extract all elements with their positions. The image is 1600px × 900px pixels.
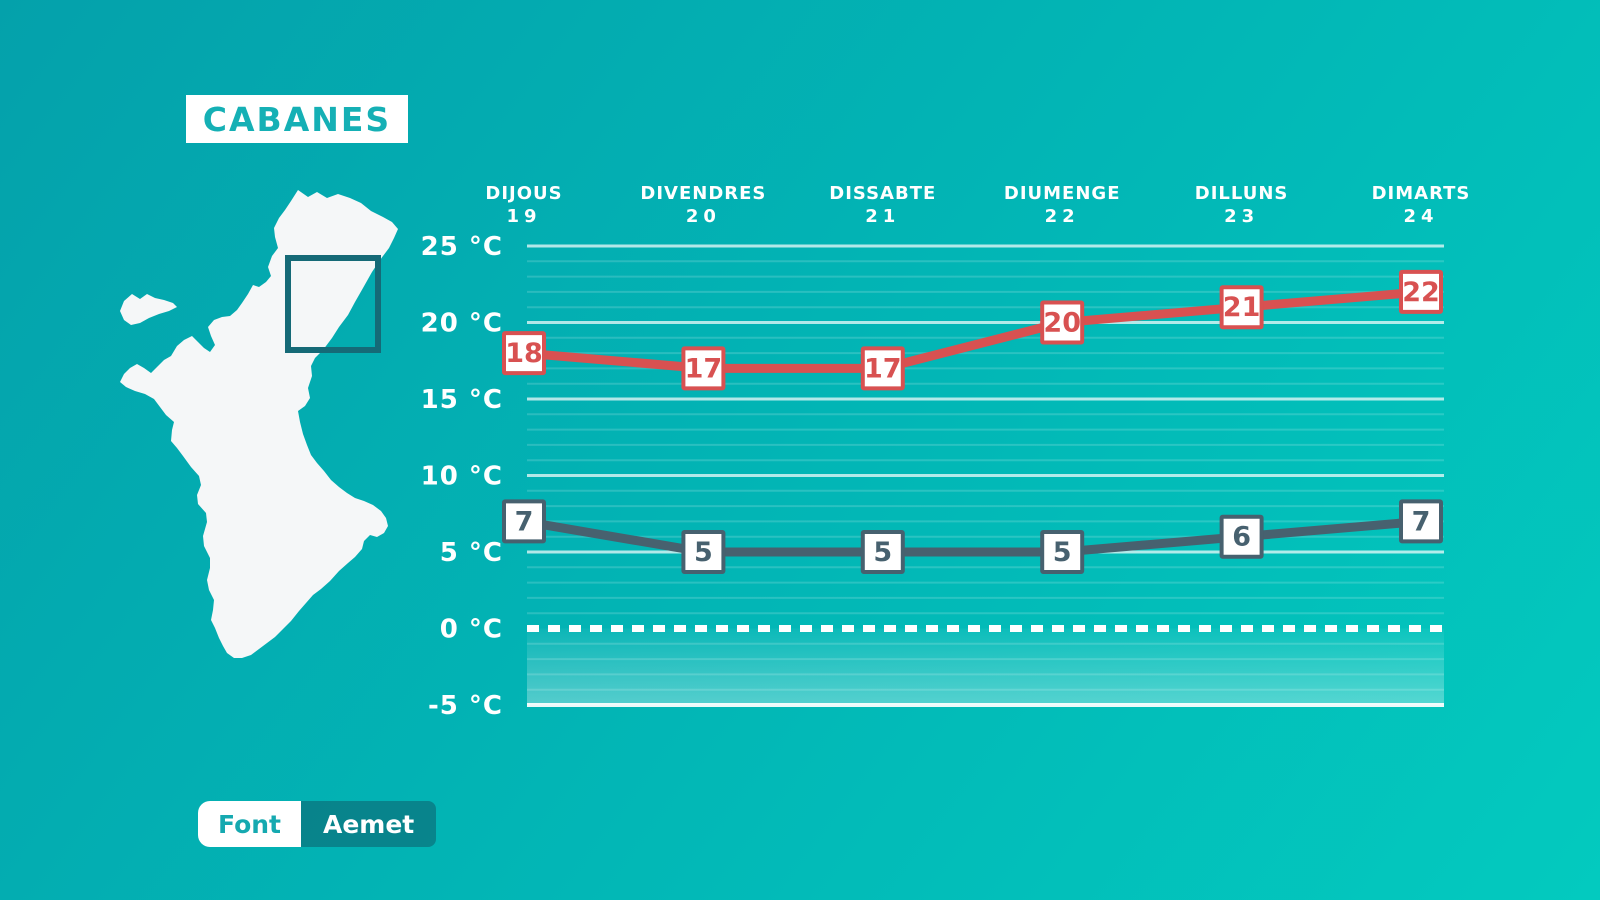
- day-label: DIMARTS: [1372, 183, 1471, 204]
- min-temperature-value-box: [1219, 514, 1264, 559]
- min-temperature-value: 5: [1053, 537, 1072, 568]
- region-map: [120, 190, 398, 658]
- location-title-box: CABANES: [186, 95, 408, 143]
- min-temperature-value: 5: [694, 537, 713, 568]
- max-temperature-value-box: [1040, 300, 1085, 345]
- min-temperature-value-box: [860, 530, 905, 574]
- source-value: Aemet: [301, 801, 437, 847]
- y-axis-tick-label: 25 °C: [421, 232, 503, 262]
- day-label: DISSABTE: [829, 183, 936, 204]
- region-exclave: [120, 294, 177, 325]
- y-axis-tick-label: -5 °C: [428, 691, 503, 721]
- day-label: DILLUNS: [1195, 183, 1289, 204]
- max-temperature-value-box: [1219, 285, 1264, 330]
- date-label: 20: [686, 206, 721, 227]
- y-axis-tick-label: 0 °C: [440, 615, 503, 645]
- source-label: Font: [198, 801, 301, 847]
- min-temperature-value-box: [681, 530, 726, 574]
- day-label: DIJOUS: [485, 183, 562, 204]
- min-temperature-value-box: [1399, 499, 1443, 544]
- max-temperature-value: 22: [1402, 277, 1440, 308]
- max-temperature-value: 18: [505, 338, 543, 369]
- max-temperature-value-box: [502, 331, 546, 376]
- min-temperature-value: 6: [1232, 522, 1251, 553]
- y-axis-tick-label: 5 °C: [440, 538, 503, 568]
- min-temperature-value-box: [1040, 530, 1085, 574]
- min-temperature-value-box: [502, 499, 546, 544]
- max-temperature-value-box: [860, 346, 905, 391]
- min-temperature-line: [519, 516, 1426, 557]
- min-temperature-value: 5: [873, 537, 892, 568]
- max-temperature-value: 21: [1223, 292, 1261, 323]
- day-label: DIUMENGE: [1004, 183, 1121, 204]
- source-badge: Font Aemet: [198, 801, 437, 847]
- date-label: 21: [865, 206, 900, 227]
- max-temperature-value-box: [681, 346, 726, 391]
- max-temperature-value: 20: [1043, 308, 1081, 339]
- max-temperature-value: 17: [685, 353, 723, 384]
- y-axis-tick-label: 20 °C: [421, 309, 503, 339]
- day-label: DIVENDRES: [640, 183, 766, 204]
- max-temperature-line: [519, 287, 1426, 373]
- y-axis-tick-label: 10 °C: [421, 462, 503, 492]
- min-temperature-value: 7: [515, 506, 534, 537]
- min-temperature-value: 7: [1412, 506, 1431, 537]
- y-axis-tick-label: 15 °C: [421, 385, 503, 415]
- date-label: 23: [1224, 206, 1259, 227]
- location-title: CABANES: [202, 99, 392, 139]
- region-silhouette: [120, 190, 398, 658]
- max-temperature-value: 17: [864, 353, 902, 384]
- date-label: 24: [1403, 206, 1438, 227]
- map-highlight-square: [285, 255, 381, 353]
- below-zero-shading: [527, 628, 1444, 705]
- max-temperature-value-box: [1399, 269, 1443, 314]
- date-label: 19: [506, 206, 541, 227]
- date-label: 22: [1045, 206, 1080, 227]
